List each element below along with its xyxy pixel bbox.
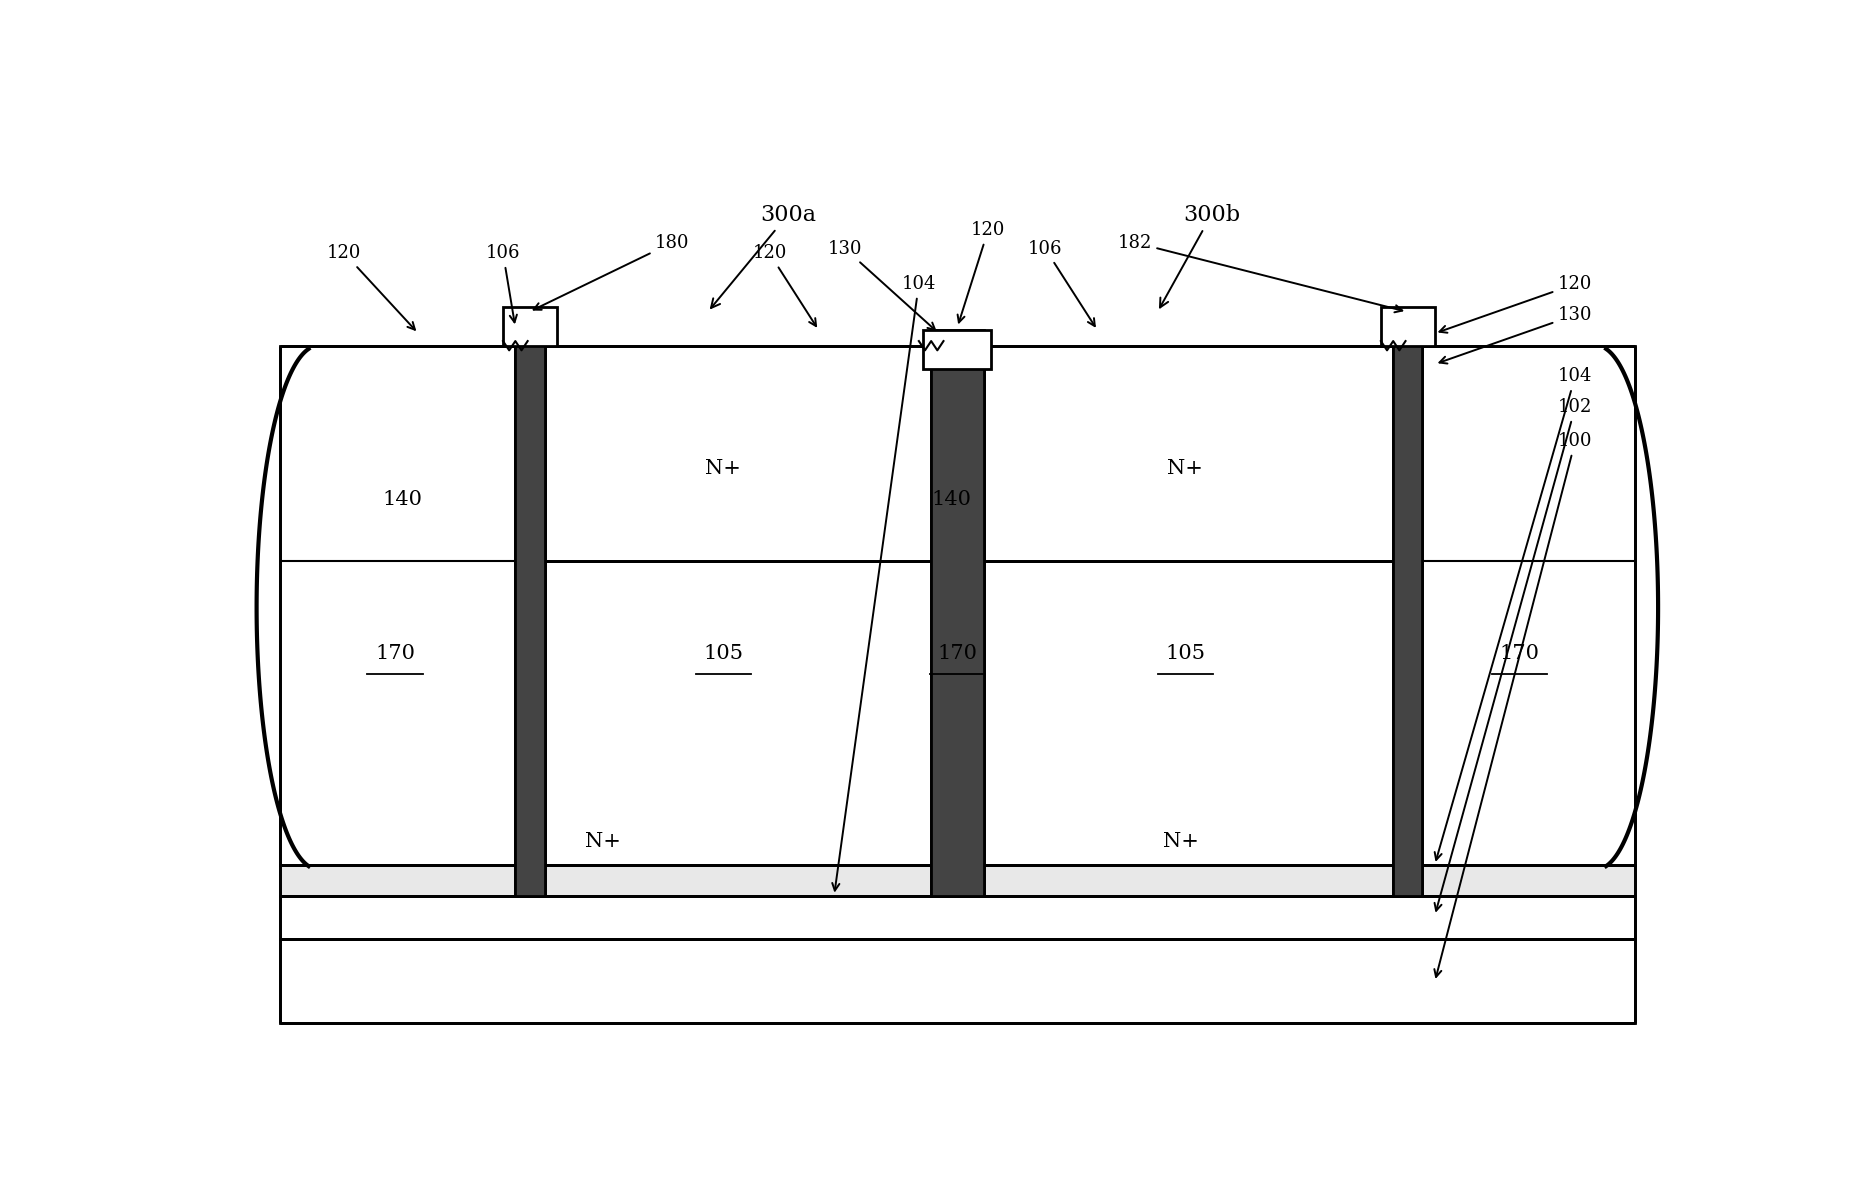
Text: 105: 105 [1166,645,1205,663]
Bar [923,331,992,369]
Text: 180: 180 [534,233,689,309]
Text: 140: 140 [383,490,422,509]
Text: N+: N+ [1168,460,1203,479]
Text: 120: 120 [753,244,816,326]
Text: 300a: 300a [712,203,816,308]
Text: 120: 120 [1440,275,1592,333]
Text: 106: 106 [1027,239,1095,326]
Bar [502,307,557,345]
Text: N+: N+ [585,832,620,851]
Bar [516,331,545,895]
Bar [981,345,1395,562]
Text: 102: 102 [1435,398,1592,911]
Bar [1380,307,1435,345]
Text: 170: 170 [938,645,977,663]
Text: 120: 120 [958,221,1005,322]
Text: N+: N+ [706,460,742,479]
Text: 170: 170 [375,645,415,663]
Bar [1395,345,1634,865]
Text: 130: 130 [1440,306,1593,363]
Bar [981,562,1395,865]
Text: 140: 140 [930,490,971,509]
Bar [280,895,1634,938]
Bar [930,331,984,895]
Text: 100: 100 [1435,432,1593,977]
Bar [519,562,934,865]
Text: 300b: 300b [1160,203,1240,308]
Text: 130: 130 [828,239,936,330]
Bar [519,345,934,562]
Text: 182: 182 [1117,233,1403,313]
Text: 106: 106 [486,244,521,322]
Text: 104: 104 [1435,367,1592,860]
Text: N+: N+ [1162,832,1199,851]
Bar [280,865,1634,895]
Bar [280,938,1634,1024]
Text: 170: 170 [1500,645,1539,663]
Text: 104: 104 [833,275,936,890]
Bar [280,345,519,865]
Bar [1394,331,1422,895]
Text: 105: 105 [702,645,743,663]
Text: 120: 120 [327,244,415,330]
